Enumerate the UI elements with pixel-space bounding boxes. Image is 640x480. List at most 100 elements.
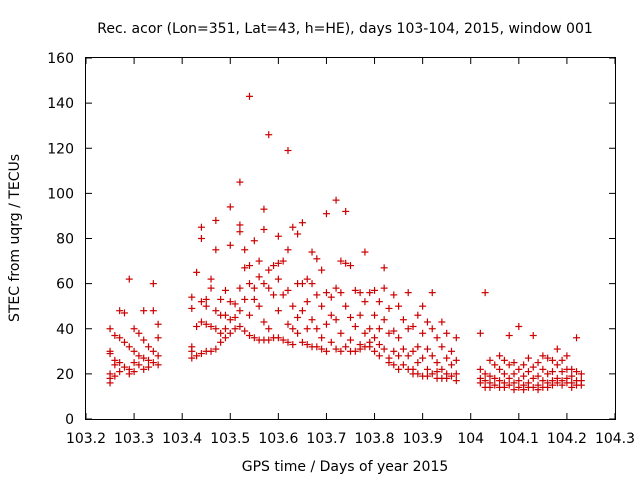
data-point: [284, 147, 292, 155]
data-point: [404, 289, 412, 297]
data-point: [279, 291, 287, 299]
data-point: [197, 235, 205, 242]
data-point: [395, 365, 403, 373]
data-point: [529, 374, 537, 382]
y-tick-label: 0: [65, 412, 74, 428]
data-point: [438, 365, 446, 373]
data-point: [390, 361, 398, 369]
data-point: [428, 289, 436, 297]
data-point: [500, 383, 508, 391]
data-point: [371, 347, 379, 355]
data-point: [568, 383, 576, 391]
data-point: [298, 280, 306, 288]
data-point: [342, 343, 350, 351]
data-point: [250, 295, 258, 303]
data-point: [375, 341, 383, 349]
data-point: [524, 354, 532, 362]
data-point: [505, 381, 513, 389]
data-point: [289, 302, 297, 310]
data-point: [529, 383, 537, 391]
data-point: [116, 307, 124, 315]
data-point: [298, 219, 306, 227]
data-point: [515, 377, 523, 385]
data-point: [496, 377, 504, 385]
data-point: [255, 302, 263, 310]
data-point: [202, 320, 210, 328]
data-point: [371, 311, 379, 319]
data-point: [476, 365, 484, 373]
data-point: [284, 286, 292, 294]
data-point: [207, 322, 215, 330]
data-point: [573, 368, 581, 376]
data-point: [356, 345, 364, 353]
data-point: [332, 316, 340, 324]
data-point: [539, 352, 547, 360]
data-point: [236, 228, 244, 236]
data-point: [371, 286, 379, 294]
data-point: [351, 286, 359, 294]
data-point: [236, 322, 244, 330]
data-point: [140, 307, 148, 315]
data-point: [347, 336, 354, 344]
data-point: [423, 365, 431, 373]
data-point: [260, 318, 268, 326]
data-point: [380, 316, 388, 324]
data-point: [327, 293, 335, 301]
data-point: [375, 298, 383, 306]
data-point: [231, 300, 239, 308]
data-point: [452, 334, 460, 342]
x-tick-label: 103.7: [306, 431, 346, 447]
data-point: [510, 379, 518, 387]
data-point: [322, 320, 330, 328]
data-point: [366, 289, 374, 297]
data-point: [534, 386, 542, 394]
data-point: [419, 302, 427, 310]
data-point: [246, 332, 254, 340]
data-point: [351, 322, 359, 330]
data-point: [308, 248, 316, 256]
data-point: [188, 347, 196, 355]
data-point: [476, 379, 484, 387]
data-point: [404, 325, 412, 333]
data-point: [303, 298, 311, 306]
y-tick-label: 140: [47, 96, 74, 112]
data-point: [322, 289, 330, 297]
data-point: [226, 298, 234, 306]
data-point: [539, 365, 547, 373]
data-point: [308, 280, 316, 288]
data-point: [505, 332, 513, 340]
data-point: [327, 338, 335, 346]
data-point: [351, 347, 359, 355]
y-axis-label: STEC from uqrg / TECUs: [7, 154, 23, 322]
data-point: [318, 345, 326, 353]
plot-frame: [85, 57, 616, 420]
data-point: [193, 322, 201, 330]
data-point: [303, 341, 311, 349]
data-point: [246, 311, 254, 319]
data-point: [111, 361, 119, 369]
data-point: [515, 322, 523, 330]
data-point: [438, 343, 446, 351]
data-point: [347, 262, 354, 270]
data-point: [548, 368, 556, 376]
data-point: [399, 316, 407, 324]
data-point: [322, 347, 330, 355]
x-tick-label: 103.9: [403, 431, 443, 447]
data-point: [274, 259, 282, 267]
data-point: [414, 359, 422, 367]
data-point: [409, 347, 417, 355]
data-point: [241, 264, 249, 272]
data-point: [491, 381, 499, 389]
data-point: [212, 325, 220, 333]
data-point: [125, 370, 133, 378]
data-point: [246, 262, 254, 270]
data-point: [250, 334, 258, 342]
data-point: [217, 329, 225, 337]
data-point: [337, 329, 345, 337]
data-point: [202, 302, 210, 310]
data-point: [111, 332, 119, 340]
data-point: [529, 363, 537, 371]
data-point: [553, 361, 561, 369]
data-point: [520, 361, 528, 369]
y-tick-label: 20: [56, 367, 74, 383]
